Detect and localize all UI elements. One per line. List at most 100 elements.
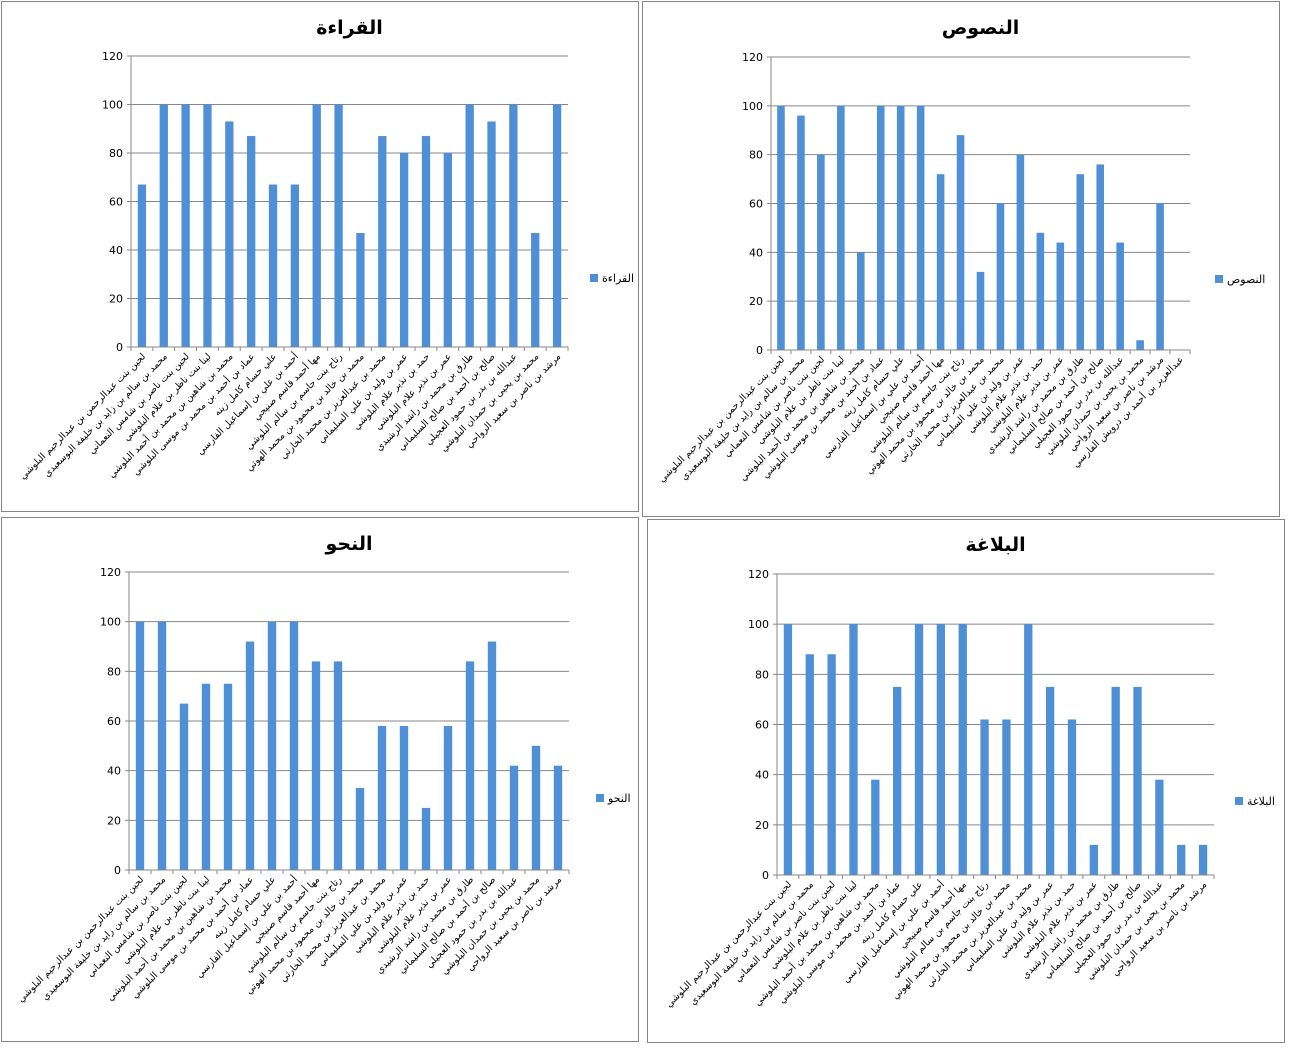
bar	[179, 703, 189, 870]
bar	[377, 725, 387, 870]
bar	[378, 136, 387, 347]
y-tick-label: 20	[749, 295, 763, 308]
bar	[936, 174, 945, 350]
bar	[203, 104, 212, 347]
bar	[421, 807, 431, 870]
legend-swatch	[1215, 275, 1223, 283]
bar	[976, 271, 985, 350]
bar	[1089, 844, 1098, 875]
bar	[1155, 779, 1164, 875]
bar	[223, 683, 233, 870]
chart-panel-texts: النصوص 0 20 40 60 80 100 120 لجين بنت عبدالرحمن …	[642, 1, 1280, 517]
bar	[137, 184, 147, 347]
y-tick-label: 120	[748, 568, 769, 581]
bar	[871, 779, 880, 875]
bar	[465, 661, 475, 870]
bar	[1067, 719, 1077, 875]
bar	[1036, 232, 1045, 350]
y-tick-label: 60	[755, 719, 769, 732]
chart-title: البلاغة	[965, 534, 1025, 556]
legend-swatch	[590, 274, 598, 282]
bar	[465, 104, 474, 347]
y-tick-label: 20	[755, 819, 769, 832]
bar	[553, 765, 563, 870]
bar	[334, 104, 343, 347]
y-tick-label: 120	[742, 51, 763, 64]
legend-swatch	[1235, 797, 1243, 805]
bar	[487, 121, 496, 347]
y-tick-label: 120	[100, 566, 121, 579]
bar	[443, 725, 453, 870]
y-tick-label: 100	[742, 100, 763, 113]
bar	[201, 683, 211, 870]
y-tick-label: 40	[749, 246, 763, 259]
bar	[552, 104, 562, 347]
bar	[1096, 164, 1105, 350]
bar	[487, 641, 497, 870]
y-tick-label: 60	[749, 198, 763, 211]
chart-title: القراءة	[316, 17, 383, 39]
y-tick-label: 0	[762, 869, 769, 882]
bar	[267, 621, 277, 870]
bar	[135, 621, 145, 870]
bar	[958, 624, 967, 875]
bar	[1024, 624, 1033, 875]
legend-label: القراءة	[602, 272, 634, 285]
chart-panel-reading: القراءة 0 20 40 60 80 100 120 لجين بنت عبدالرحمن…	[1, 1, 639, 512]
bar	[827, 654, 836, 875]
bar	[1045, 686, 1055, 875]
y-tick-label: 0	[116, 341, 123, 354]
bar	[333, 661, 343, 870]
bar	[159, 104, 168, 347]
bar	[1116, 242, 1124, 350]
bar	[1133, 686, 1142, 875]
bar	[312, 104, 321, 347]
bar	[268, 184, 278, 347]
bar	[245, 641, 255, 870]
bar	[856, 252, 865, 350]
bar	[181, 104, 190, 347]
y-tick-label: 100	[102, 99, 123, 112]
bar	[936, 624, 946, 875]
legend-label: البلاغة	[1247, 795, 1275, 808]
bar	[837, 105, 845, 350]
y-tick-label: 80	[107, 665, 121, 678]
bar	[421, 136, 431, 347]
bar	[783, 624, 793, 875]
chart-title: النصوص	[942, 17, 1020, 39]
chart-panel-rhetoric: البلاغة 0 20 40 60 80 100 120 لجين بنت عبدالرحمن…	[647, 519, 1285, 1043]
bar	[290, 184, 300, 347]
bar	[893, 686, 902, 875]
y-tick-label: 80	[755, 668, 769, 681]
bar	[531, 745, 541, 870]
bar	[996, 203, 1005, 350]
legend-label: النحو	[607, 792, 631, 805]
bar	[225, 121, 234, 347]
y-tick-label: 120	[102, 50, 123, 63]
y-tick-label: 80	[109, 147, 123, 160]
bar	[399, 725, 409, 870]
y-tick-label: 40	[107, 765, 121, 778]
y-tick-label: 40	[755, 769, 769, 782]
bar	[797, 115, 805, 350]
bar	[956, 135, 965, 350]
y-tick-label: 0	[756, 344, 763, 357]
y-tick-label: 100	[748, 618, 769, 631]
legend-label: النصوص	[1227, 273, 1265, 286]
bar	[157, 621, 167, 870]
bar	[1177, 844, 1186, 875]
bar	[817, 154, 825, 350]
y-tick-label: 60	[107, 715, 121, 728]
bar	[1136, 340, 1144, 350]
bar	[896, 105, 905, 350]
bar	[914, 624, 924, 875]
bar	[509, 104, 518, 347]
y-tick-label: 80	[749, 149, 763, 162]
bar	[777, 105, 785, 350]
legend-swatch	[596, 794, 604, 802]
bar	[805, 654, 814, 875]
chart-title: النحو	[324, 533, 372, 555]
